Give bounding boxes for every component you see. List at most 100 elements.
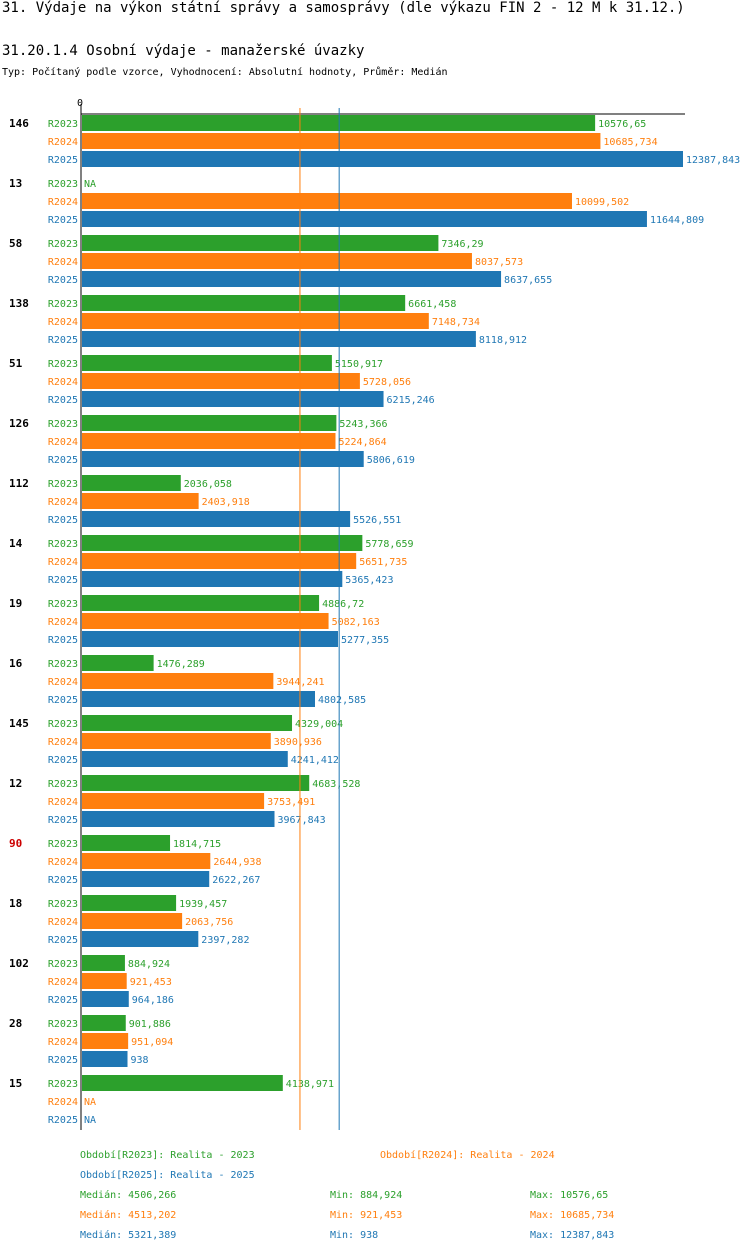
series-label-16-R2024: R2024 [48, 677, 78, 688]
value-label-19-R2024: 5082,163 [332, 617, 380, 628]
series-label-126-R2025: R2025 [48, 455, 78, 466]
series-label-12-R2025: R2025 [48, 815, 78, 826]
value-label-146-R2023: 10576,65 [598, 119, 646, 130]
bar-112-R2025 [82, 511, 351, 527]
bar-18-R2024 [82, 913, 183, 929]
series-label-126-R2023: R2023 [48, 419, 78, 430]
value-label-145-R2025: 4241,412 [291, 755, 339, 766]
bar-112-R2023 [82, 475, 181, 491]
group-label-18: 18 [9, 897, 22, 910]
series-label-19-R2023: R2023 [48, 599, 78, 610]
legend-period-r2024: Období[R2024]: Realita - 2024 [380, 1150, 555, 1161]
series-label-18-R2023: R2023 [48, 899, 78, 910]
bar-90-R2025 [82, 871, 210, 887]
group-label-28: 28 [9, 1017, 22, 1030]
series-label-102-R2024: R2024 [48, 977, 78, 988]
value-label-14-R2024: 5651,735 [359, 557, 407, 568]
value-label-15-R2025: NA [84, 1115, 96, 1126]
bar-16-R2024 [82, 673, 274, 689]
bar-90-R2024 [82, 853, 211, 869]
bar-18-R2025 [82, 931, 199, 947]
series-label-18-R2024: R2024 [48, 917, 78, 928]
bar-28-R2024 [82, 1033, 129, 1049]
value-label-16-R2025: 4802,585 [318, 695, 366, 706]
stat-median-r2023: Medián: 4506,266 [80, 1190, 177, 1201]
bar-145-R2024 [82, 733, 271, 749]
series-label-14-R2023: R2023 [48, 539, 78, 550]
bar-112-R2024 [82, 493, 199, 509]
stat-max-r2023: Max: 10576,65 [530, 1190, 609, 1201]
series-label-102-R2025: R2025 [48, 995, 78, 1006]
chart-subtitle: 31.20.1.4 Osobní výdaje - manažerské úva… [2, 43, 365, 59]
value-label-18-R2025: 2397,282 [201, 935, 249, 946]
value-label-138-R2024: 7148,734 [432, 317, 480, 328]
bar-13-R2024 [82, 193, 572, 209]
bar-58-R2024 [82, 253, 472, 269]
stat-max-r2025: Max: 12387,843 [530, 1230, 615, 1241]
series-label-28-R2024: R2024 [48, 1037, 78, 1048]
stat-median-r2025: Medián: 5321,389 [80, 1230, 177, 1241]
bar-28-R2025 [82, 1051, 128, 1067]
group-label-102: 102 [9, 957, 29, 970]
series-label-58-R2025: R2025 [48, 275, 78, 286]
value-label-51-R2025: 6215,246 [387, 395, 435, 406]
group-label-51: 51 [9, 357, 23, 370]
value-label-15-R2023: 4138,971 [286, 1079, 334, 1090]
series-label-90-R2023: R2023 [48, 839, 78, 850]
value-label-146-R2025: 12387,843 [686, 155, 740, 166]
value-label-90-R2025: 2622,267 [212, 875, 260, 886]
value-label-14-R2023: 5778,659 [365, 539, 413, 550]
bar-12-R2024 [82, 793, 265, 809]
series-label-138-R2024: R2024 [48, 317, 78, 328]
stat-min-r2025: Min: 938 [330, 1230, 379, 1241]
bar-58-R2025 [82, 271, 502, 287]
bar-145-R2025 [82, 751, 288, 767]
value-label-112-R2025: 5526,551 [353, 515, 401, 526]
value-label-28-R2024: 951,094 [131, 1037, 173, 1048]
bar-90-R2023 [82, 835, 171, 851]
value-label-138-R2025: 8118,912 [479, 335, 527, 346]
bar-126-R2025 [82, 451, 364, 467]
series-label-18-R2025: R2025 [48, 935, 78, 946]
bar-13-R2025 [82, 211, 647, 227]
series-label-138-R2023: R2023 [48, 299, 78, 310]
value-label-102-R2025: 964,186 [132, 995, 174, 1006]
group-label-145: 145 [9, 717, 29, 730]
axis-zero-label: 0 [77, 98, 83, 109]
bar-102-R2023 [82, 955, 125, 971]
series-label-14-R2024: R2024 [48, 557, 78, 568]
bar-16-R2025 [82, 691, 315, 707]
bar-102-R2025 [82, 991, 129, 1007]
bar-146-R2023 [82, 115, 596, 131]
bar-138-R2023 [82, 295, 406, 311]
bar-12-R2023 [82, 775, 310, 791]
series-label-112-R2023: R2023 [48, 479, 78, 490]
bar-15-R2023 [82, 1075, 283, 1091]
group-label-90: 90 [9, 837, 22, 850]
series-label-12-R2023: R2023 [48, 779, 78, 790]
value-label-112-R2023: 2036,058 [184, 479, 232, 490]
group-label-58: 58 [9, 237, 22, 250]
value-label-126-R2023: 5243,366 [339, 419, 387, 430]
bar-102-R2024 [82, 973, 127, 989]
value-label-12-R2024: 3753,491 [267, 797, 315, 808]
value-label-146-R2024: 10685,734 [603, 137, 657, 148]
group-label-16: 16 [9, 657, 23, 670]
bar-146-R2024 [82, 133, 601, 149]
bar-51-R2025 [82, 391, 384, 407]
legend-period-r2023: Období[R2023]: Realita - 2023 [80, 1150, 255, 1161]
series-label-14-R2025: R2025 [48, 575, 78, 586]
bar-19-R2023 [82, 595, 320, 611]
series-label-146-R2025: R2025 [48, 155, 78, 166]
bar-19-R2025 [82, 631, 339, 647]
value-label-102-R2023: 884,924 [128, 959, 170, 970]
value-label-12-R2023: 4683,528 [312, 779, 360, 790]
group-label-15: 15 [9, 1077, 22, 1090]
value-label-145-R2024: 3890,936 [274, 737, 322, 748]
value-label-145-R2023: 4329,004 [295, 719, 343, 730]
bar-19-R2024 [82, 613, 329, 629]
value-label-18-R2024: 2063,756 [185, 917, 233, 928]
bar-16-R2023 [82, 655, 154, 671]
series-label-102-R2023: R2023 [48, 959, 78, 970]
